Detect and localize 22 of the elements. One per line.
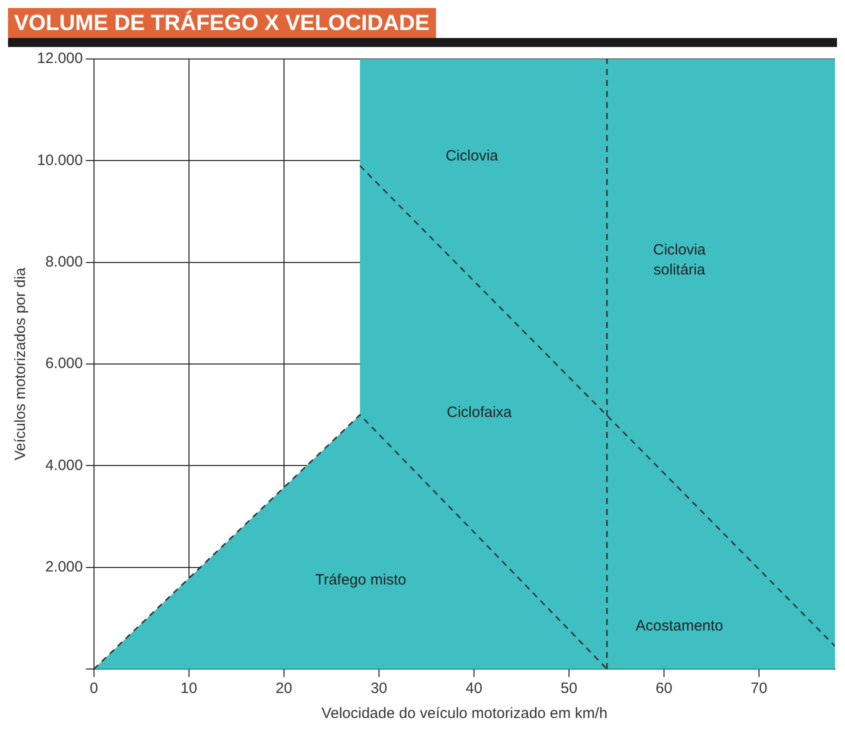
x-tick-label: 0 — [90, 680, 98, 698]
y-tick-label: 6.000 — [45, 355, 83, 372]
x-tick-label: 70 — [750, 680, 768, 698]
annotation: Tráfego misto — [315, 572, 406, 589]
x-tick-label: 50 — [560, 680, 578, 698]
x-tick-label: 60 — [656, 680, 672, 698]
x-tick-label: 30 — [370, 680, 388, 698]
x-tick-label: 10 — [180, 680, 198, 698]
x-tick-label: 40 — [466, 680, 482, 698]
y-tick-label: 10.000 — [36, 152, 83, 169]
y-tick-label: 8.000 — [45, 253, 83, 270]
y-tick-label: 2.000 — [45, 558, 83, 576]
annotation: Ciclovia solitária — [653, 241, 706, 278]
y-tick-label: 4.000 — [45, 456, 83, 474]
annotation: Ciclovia — [446, 148, 499, 165]
y-axis-title: Veículos motorizados por dia — [12, 267, 30, 460]
x-tick-label: 20 — [276, 680, 292, 698]
chart-title: VOLUME DE TRÁFEGO X VELOCIDADE — [8, 8, 436, 38]
annotation: Acostamento — [636, 617, 724, 634]
y-tick-label: 12.000 — [36, 50, 83, 68]
annotation: Ciclofaixa — [446, 404, 512, 421]
x-axis-title: Velocidade do veículo motorizado em km/h — [321, 705, 608, 722]
